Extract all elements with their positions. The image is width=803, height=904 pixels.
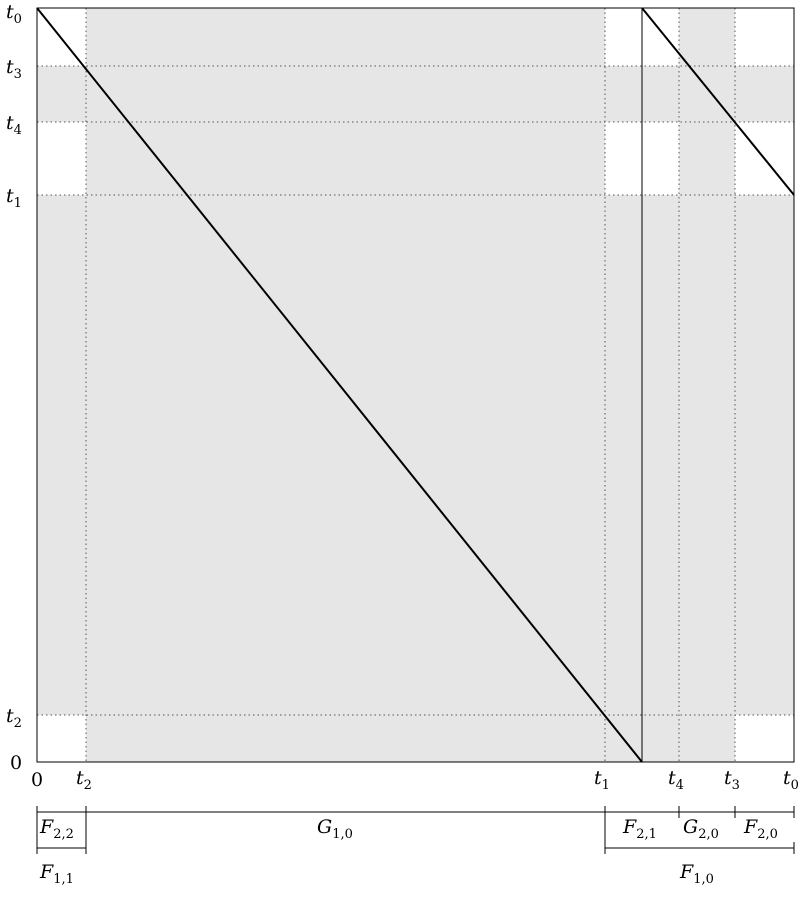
- y-axis-labels: t0 t3 t4 t1 t2 0: [6, 1, 22, 774]
- shade-g20: [679, 8, 735, 762]
- label-f10: F1,0: [679, 861, 714, 887]
- x-label-t2: t2: [76, 767, 92, 793]
- label-f21: F2,1: [622, 816, 657, 842]
- x-axis-labels: 0 t2 t1 t4 t3 t0: [31, 767, 799, 793]
- label-f20: F2,0: [743, 816, 778, 842]
- y-label-t0: t0: [6, 1, 22, 27]
- x-label-t1: t1: [594, 767, 610, 793]
- label-f11: F1,1: [39, 861, 74, 887]
- segment-labels-row-2: F1,1 F1,0: [39, 861, 714, 887]
- label-f22: F2,2: [39, 816, 74, 842]
- y-label-t3: t3: [6, 56, 22, 82]
- diagonal-right: [641, 7, 795, 196]
- dotted-grid: [37, 8, 794, 762]
- label-g20: G2,0: [683, 816, 719, 842]
- segment-labels-row-1: F2,2 G1,0 F2,1 G2,0 F2,0: [39, 816, 778, 842]
- shaded-regions: [37, 8, 794, 762]
- bracket-row-2: [36, 842, 795, 854]
- label-g10: G1,0: [317, 816, 353, 842]
- y-label-zero: 0: [10, 752, 22, 774]
- y-label-t1: t1: [6, 185, 22, 211]
- x-label-t0: t0: [783, 767, 799, 793]
- bracket-row-1: [36, 806, 795, 848]
- y-label-t4: t4: [6, 112, 22, 138]
- y-label-t2: t2: [6, 705, 22, 731]
- diagonal-main: [36, 7, 643, 763]
- x-label-t4: t4: [668, 767, 684, 793]
- x-label-t3: t3: [724, 767, 740, 793]
- plot-frame: [36, 7, 795, 763]
- x-label-zero: 0: [31, 769, 43, 791]
- shade-band-t3-t4: [37, 66, 794, 122]
